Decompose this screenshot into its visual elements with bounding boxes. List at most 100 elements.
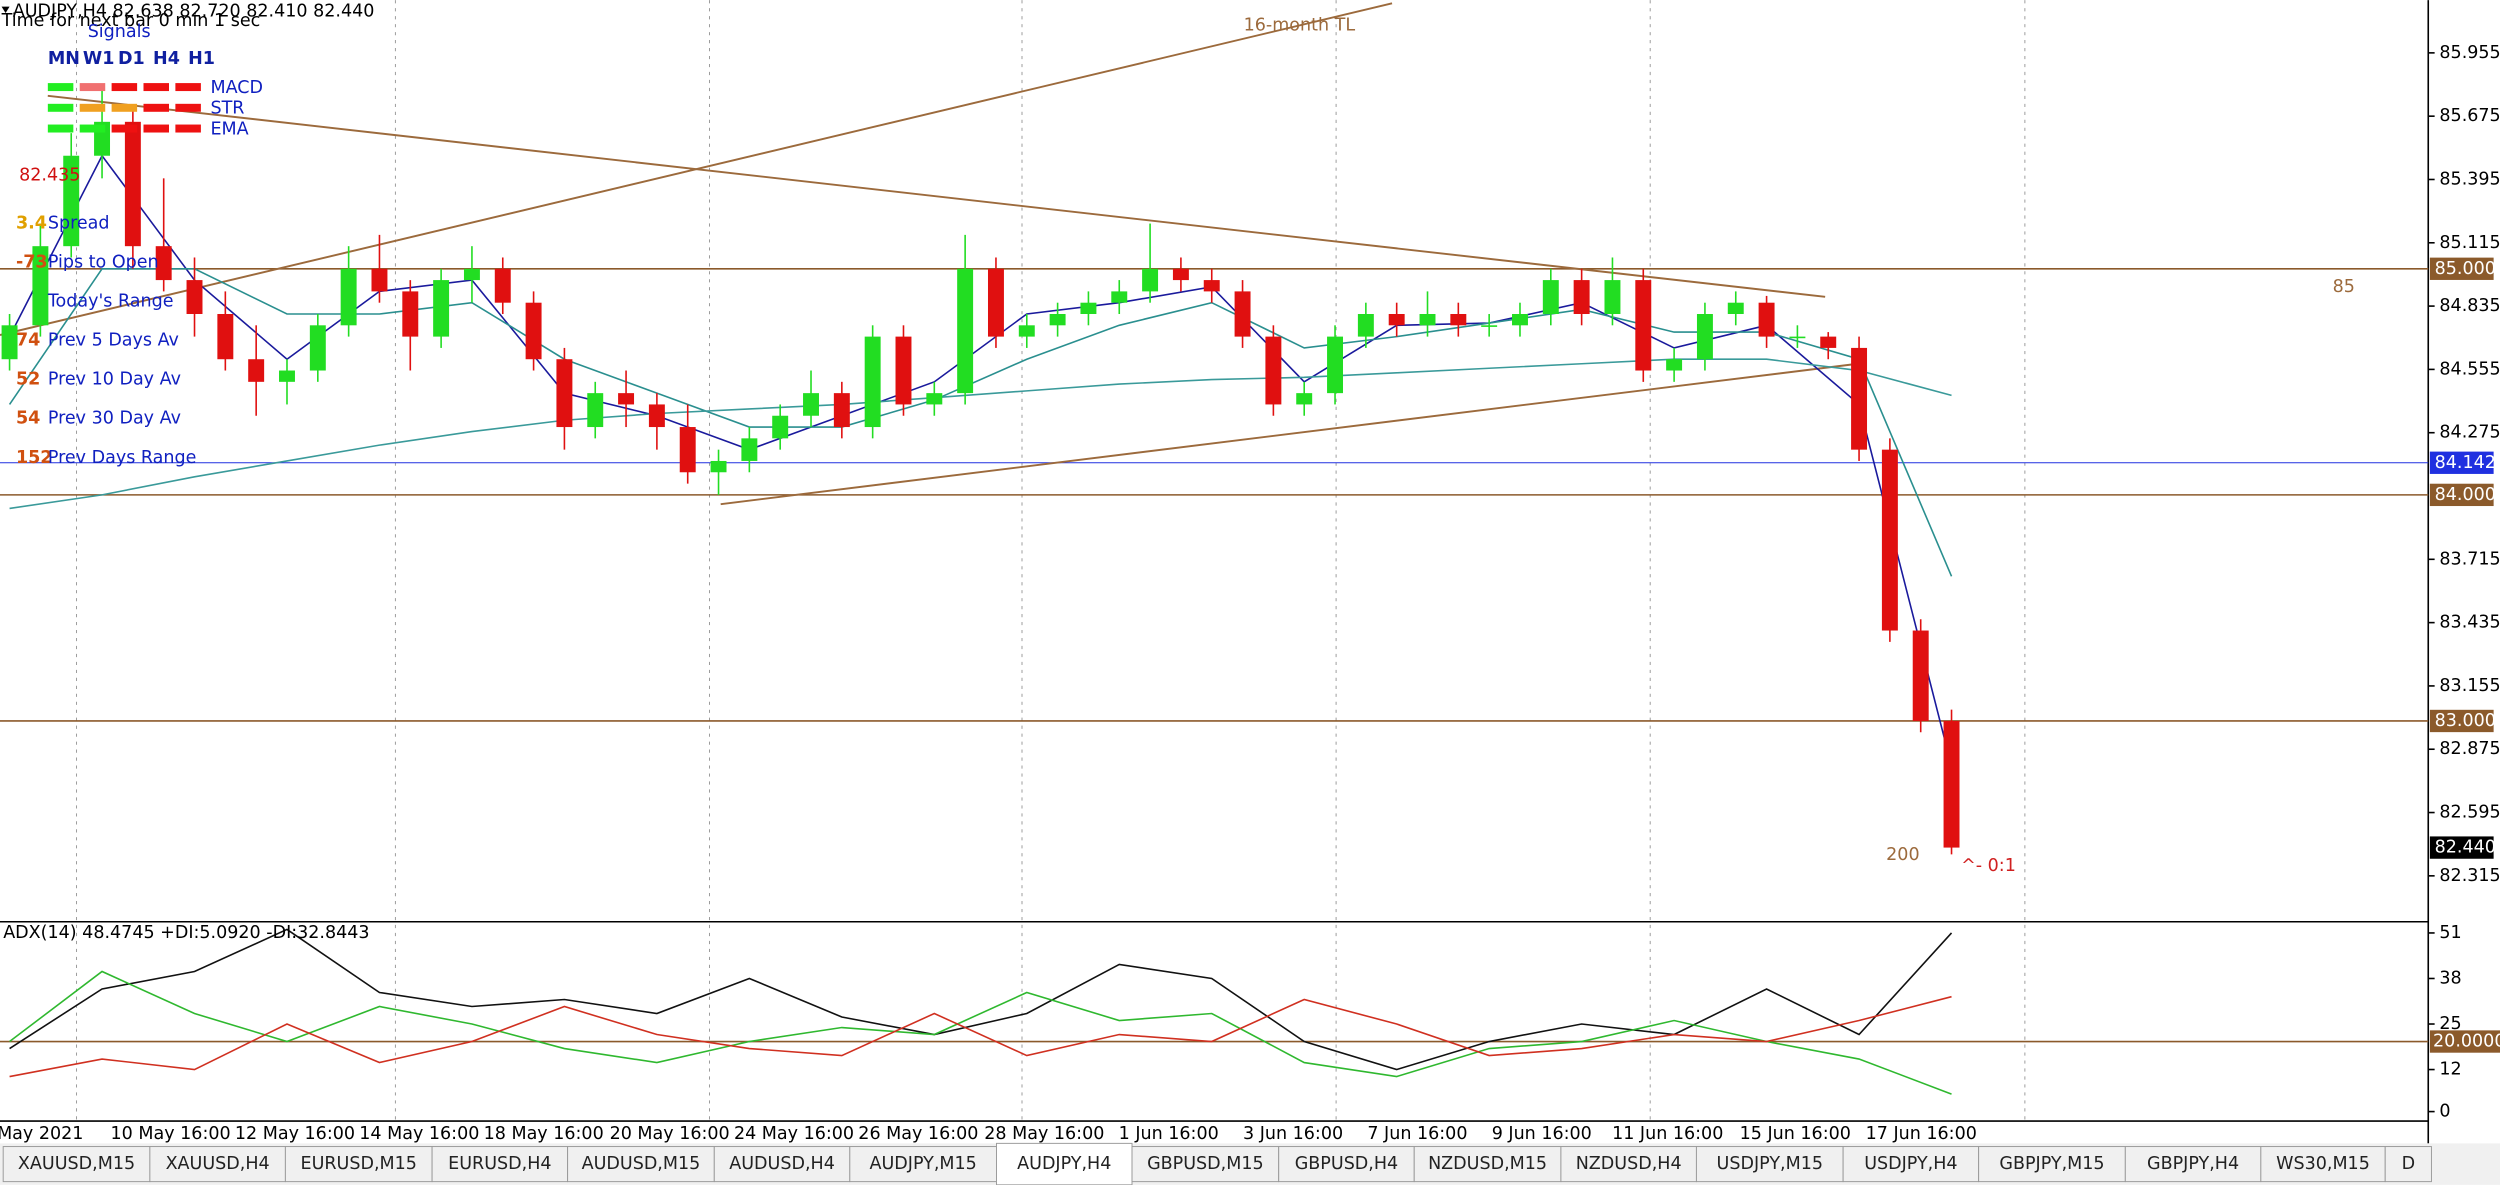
tab-label[interactable]: AUDJPY,H4 bbox=[1017, 1154, 1111, 1174]
tab-label[interactable]: XAUUSD,M15 bbox=[18, 1154, 135, 1174]
candle-body bbox=[1018, 325, 1035, 337]
tab[interactable] bbox=[713, 1146, 851, 1183]
tab[interactable] bbox=[996, 1142, 1133, 1185]
candle-body bbox=[1, 325, 18, 360]
y-tick-label: 85.955 bbox=[2439, 43, 2500, 63]
y-tick-label: 85.395 bbox=[2439, 169, 2500, 189]
stat-value: 54 bbox=[16, 409, 40, 429]
candle-body bbox=[1142, 268, 1159, 292]
timeframe: H4 bbox=[153, 49, 180, 69]
x-tick-label: 10 May 16:00 bbox=[111, 1124, 231, 1144]
tab-label[interactable]: NZDUSD,M15 bbox=[1428, 1154, 1547, 1174]
tab[interactable] bbox=[1695, 1146, 1844, 1183]
signal-cell bbox=[111, 103, 138, 112]
candle-body bbox=[1234, 291, 1251, 337]
candle-body bbox=[1203, 280, 1220, 292]
y-tick-label: 82.595 bbox=[2439, 803, 2500, 823]
candle-body bbox=[1604, 280, 1621, 315]
candle-body bbox=[1542, 280, 1559, 315]
tab[interactable] bbox=[2124, 1146, 2262, 1183]
tab-label[interactable]: XAUUSD,H4 bbox=[166, 1154, 270, 1174]
level-label: 84.142 bbox=[2435, 453, 2496, 473]
adx-line bbox=[9, 995, 1952, 1078]
tab[interactable] bbox=[1842, 1146, 1980, 1183]
candle-body bbox=[1727, 302, 1744, 315]
candle-body bbox=[494, 268, 511, 303]
tab-label[interactable]: USDJPY,M15 bbox=[1717, 1154, 1823, 1174]
y-tick-label: 12 bbox=[2439, 1060, 2461, 1080]
signal-cell bbox=[175, 124, 201, 133]
candle-body bbox=[803, 393, 819, 416]
timeframe: D1 bbox=[118, 49, 145, 69]
candle-body bbox=[1820, 336, 1837, 348]
level-label: 82.440 bbox=[2435, 838, 2496, 858]
tab[interactable] bbox=[2384, 1146, 2432, 1183]
candle-body bbox=[1388, 314, 1405, 326]
tab[interactable] bbox=[1278, 1146, 1415, 1183]
timeframe: H1 bbox=[188, 49, 215, 69]
tab-label[interactable]: WS30,M15 bbox=[2276, 1154, 2370, 1174]
candle-body bbox=[433, 280, 450, 337]
x-tick-label: 26 May 16:00 bbox=[858, 1124, 978, 1144]
level-label-box bbox=[2429, 257, 2494, 280]
tab-label[interactable]: GBPJPY,H4 bbox=[2147, 1154, 2239, 1174]
tab[interactable] bbox=[1560, 1146, 1697, 1183]
tab[interactable] bbox=[2, 1146, 151, 1183]
x-tick-label: 7 Jun 16:00 bbox=[1367, 1124, 1467, 1144]
tab[interactable] bbox=[431, 1146, 569, 1183]
tab[interactable] bbox=[567, 1146, 715, 1183]
signal-cell bbox=[47, 103, 74, 112]
signal-row-label: MACD bbox=[210, 78, 263, 98]
candle-body bbox=[155, 246, 172, 281]
tab-label[interactable]: AUDJPY,M15 bbox=[869, 1154, 976, 1174]
tab-label[interactable]: NZDUSD,H4 bbox=[1576, 1154, 1682, 1174]
tab-label[interactable]: USDJPY,H4 bbox=[1864, 1154, 1957, 1174]
level-label: 83.000 bbox=[2435, 711, 2496, 731]
candle-body bbox=[679, 427, 696, 473]
candle-body bbox=[1357, 314, 1374, 337]
timeframe: MN bbox=[48, 49, 80, 69]
y-tick-label: 85.675 bbox=[2439, 106, 2500, 126]
tab-label[interactable]: AUDUSD,H4 bbox=[729, 1154, 835, 1174]
stat-label: Prev Days Range bbox=[48, 448, 197, 468]
x-tick-label: 6 May 2021 bbox=[0, 1124, 83, 1144]
annotation: 85 bbox=[2333, 277, 2355, 297]
candle-body bbox=[987, 268, 1004, 337]
tab-label[interactable]: EURUSD,H4 bbox=[448, 1154, 551, 1174]
candle-body bbox=[1696, 314, 1713, 360]
tab-label[interactable]: AUDUSD,M15 bbox=[582, 1154, 701, 1174]
x-tick-label: 12 May 16:00 bbox=[235, 1124, 355, 1144]
collapse-arrow bbox=[1, 6, 10, 13]
level-label: 84.000 bbox=[2435, 485, 2496, 505]
signal-cell bbox=[111, 124, 138, 133]
signal-cell bbox=[79, 103, 106, 112]
signal-cell bbox=[143, 83, 170, 92]
tab[interactable] bbox=[849, 1146, 997, 1183]
level-label: 85.000 bbox=[2435, 259, 2496, 279]
stat-value: 152 bbox=[16, 448, 53, 468]
tab-label[interactable]: EURUSD,M15 bbox=[301, 1154, 417, 1174]
timer: Time for next bar 0 min 1 sec bbox=[1, 11, 261, 31]
level-label-box bbox=[2429, 709, 2494, 733]
candle-body bbox=[1789, 336, 1806, 339]
tab-label[interactable]: GBPJPY,M15 bbox=[1999, 1154, 2104, 1174]
candle-body bbox=[1327, 336, 1344, 394]
tab-label[interactable]: GBPUSD,M15 bbox=[1147, 1154, 1264, 1174]
x-tick-label: 9 Jun 16:00 bbox=[1492, 1124, 1592, 1144]
tab[interactable] bbox=[284, 1146, 433, 1183]
tab-label[interactable]: GBPUSD,H4 bbox=[1295, 1154, 1398, 1174]
level-label-box bbox=[2429, 1030, 2500, 1053]
stat-value: 52 bbox=[16, 370, 40, 390]
tab-label[interactable]: D bbox=[2402, 1154, 2416, 1174]
level-label-box bbox=[2429, 483, 2494, 507]
signal-cell bbox=[47, 124, 74, 133]
stat-value: 74 bbox=[16, 331, 40, 351]
stat-label: Today's Range bbox=[47, 292, 174, 312]
candle-body bbox=[1080, 302, 1097, 315]
signal-cell bbox=[47, 83, 74, 92]
x-tick-label: 3 Jun 16:00 bbox=[1243, 1124, 1343, 1144]
tab[interactable] bbox=[1413, 1146, 1562, 1183]
y-tick-label: 84.555 bbox=[2439, 359, 2500, 379]
signal-cell bbox=[111, 83, 138, 92]
stat-label: Prev 5 Days Av bbox=[48, 331, 179, 351]
